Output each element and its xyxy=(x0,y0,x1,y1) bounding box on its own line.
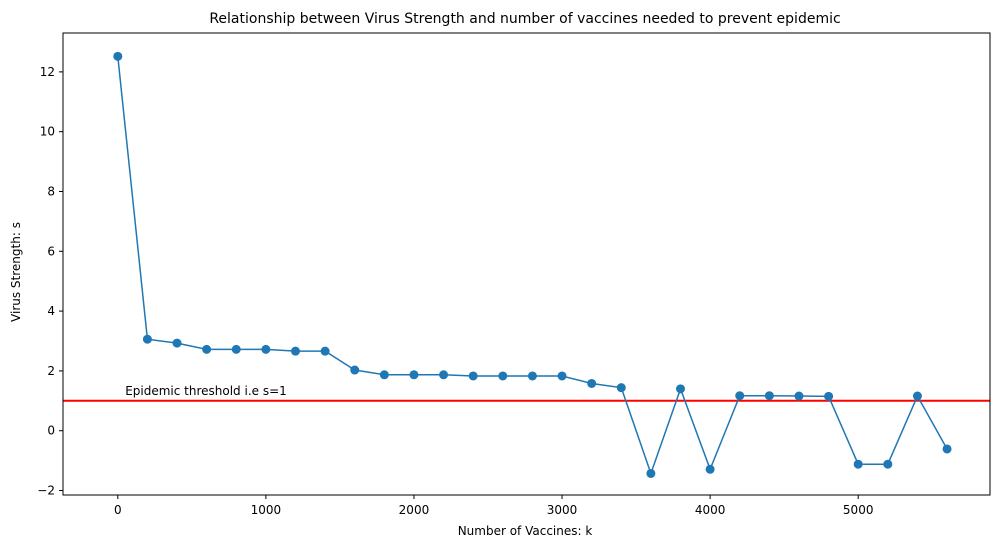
y-tick-label: 12 xyxy=(40,65,55,79)
data-point xyxy=(912,391,922,401)
data-point xyxy=(172,338,182,348)
data-point xyxy=(557,371,567,381)
data-point xyxy=(794,391,804,401)
data-point xyxy=(113,51,123,61)
data-point xyxy=(853,459,863,469)
data-point xyxy=(142,334,152,344)
data-point xyxy=(824,391,834,401)
data-point xyxy=(587,378,597,388)
x-tick-label: 4000 xyxy=(695,503,726,517)
data-point xyxy=(468,371,478,381)
data-point xyxy=(705,464,715,474)
y-tick-label: 0 xyxy=(47,424,55,438)
y-tick-label: 8 xyxy=(47,184,55,198)
chart-title: Relationship between Virus Strength and … xyxy=(209,11,840,27)
plot-frame xyxy=(62,32,991,496)
data-point xyxy=(350,365,360,375)
data-point xyxy=(676,384,686,394)
y-axis: −2 0 2 4 6 8 10 12 xyxy=(37,65,63,498)
data-point xyxy=(409,370,419,380)
y-tick-label: 4 xyxy=(47,304,55,318)
data-point xyxy=(439,370,449,380)
y-axis-label: Virus Strength: s xyxy=(9,222,23,322)
x-tick-label: 1000 xyxy=(251,503,282,517)
data-point xyxy=(290,346,300,356)
data-point xyxy=(646,468,656,478)
x-tick-label: 0 xyxy=(114,503,122,517)
plot-area: Epidemic threshold i.e s=1 xyxy=(63,51,990,478)
x-axis: 0 1000 2000 3000 4000 5000 xyxy=(114,495,874,517)
data-point xyxy=(320,346,330,356)
y-tick-label: −2 xyxy=(37,484,55,498)
data-point xyxy=(735,391,745,401)
y-tick-label: 10 xyxy=(40,125,55,139)
data-point xyxy=(261,344,271,354)
x-tick-label: 3000 xyxy=(547,503,578,517)
data-point xyxy=(231,344,241,354)
data-point xyxy=(616,383,626,393)
x-tick-label: 5000 xyxy=(843,503,874,517)
threshold-label: Epidemic threshold i.e s=1 xyxy=(125,384,287,398)
y-tick-label: 6 xyxy=(47,244,55,258)
data-point xyxy=(379,370,389,380)
data-point xyxy=(764,391,774,401)
series-line xyxy=(117,56,948,476)
data-point xyxy=(883,459,893,469)
y-tick-label: 2 xyxy=(47,364,55,378)
x-tick-label: 2000 xyxy=(399,503,430,517)
data-point xyxy=(202,344,212,354)
data-point xyxy=(498,371,508,381)
x-axis-label: Number of Vaccines: k xyxy=(458,524,593,538)
data-point xyxy=(527,371,537,381)
data-point xyxy=(942,444,952,454)
